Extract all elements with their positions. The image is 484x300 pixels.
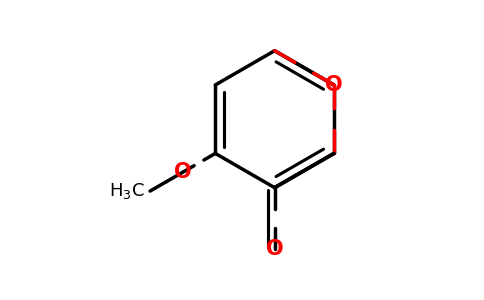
Text: O: O xyxy=(325,75,343,95)
Text: H$_3$C: H$_3$C xyxy=(109,181,145,201)
Text: O: O xyxy=(174,162,192,182)
Text: O: O xyxy=(266,239,284,259)
